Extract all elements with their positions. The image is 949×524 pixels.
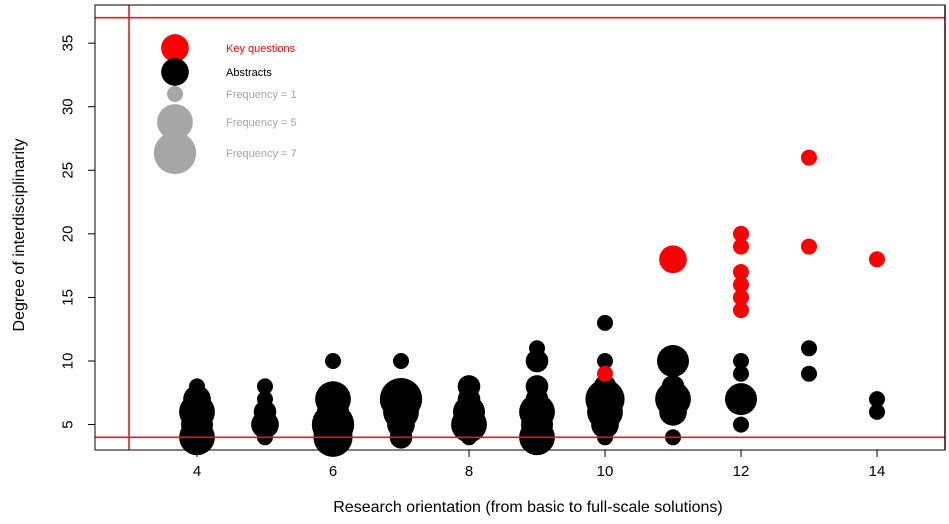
- legend-label-0: Key questions: [226, 43, 296, 55]
- key-question-point-1: [659, 245, 687, 274]
- key-question-point-0: [597, 365, 613, 382]
- legend-marker-1: [161, 58, 189, 86]
- abstract-point-29: [525, 375, 549, 398]
- abstract-point-7: [253, 400, 277, 424]
- key-question-point-7: [733, 225, 749, 242]
- legend-label-4: Frequency = 7: [226, 148, 297, 160]
- markers-layer: [179, 149, 885, 457]
- x-tick-label-4: 4: [193, 463, 201, 480]
- abstract-point-47: [733, 353, 749, 369]
- legend-marker-4: [153, 131, 197, 175]
- abstract-point-46: [733, 365, 749, 382]
- abstract-point-8: [257, 391, 273, 408]
- y-axis-title: Degree of interdisciplinarity: [11, 139, 28, 332]
- abstract-point-50: [869, 403, 885, 420]
- legend-marker-3: [157, 104, 193, 140]
- x-tick-label-12: 12: [733, 463, 750, 480]
- abstract-point-31: [529, 340, 545, 357]
- y-tick-label-10: 10: [60, 353, 77, 370]
- legend-label-3: Frequency = 5: [226, 117, 297, 129]
- key-question-point-5: [733, 264, 749, 280]
- y-axis: 5 10 15 20 25 30 35: [60, 35, 96, 429]
- x-tick-label-8: 8: [465, 463, 473, 480]
- abstract-point-45: [725, 383, 757, 416]
- y-tick-label-25: 25: [60, 162, 77, 179]
- abstract-point-42: [661, 375, 685, 398]
- x-tick-label-14: 14: [869, 463, 886, 480]
- reference-lines-layer: [95, 5, 946, 450]
- x-axis-title: Research orientation (from basic to full…: [333, 499, 723, 516]
- legend-label-1: Abstracts: [226, 67, 272, 79]
- key-question-point-8: [801, 238, 817, 255]
- plot-frame: [94, 4, 946, 451]
- x-tick-label-10: 10: [597, 463, 614, 480]
- key-question-point-6: [733, 238, 749, 255]
- y-tick-label-20: 20: [60, 226, 77, 243]
- legend: Key questions Abstracts Frequency = 1 Frequ…: [153, 34, 297, 175]
- abstract-point-19: [393, 353, 409, 369]
- key-question-point-2: [733, 302, 749, 319]
- legend-marker-0: [161, 34, 189, 62]
- abstract-point-13: [315, 381, 351, 418]
- abstract-point-4: [189, 378, 205, 395]
- abstract-point-43: [657, 345, 689, 377]
- abstract-point-9: [257, 378, 273, 395]
- y-tick-label-5: 5: [60, 420, 77, 428]
- abstract-point-18: [379, 377, 423, 421]
- abstract-point-30: [525, 349, 549, 373]
- legend-label-2: Frequency = 1: [226, 89, 297, 101]
- key-question-point-10: [869, 251, 885, 268]
- legend-marker-2: [167, 86, 183, 102]
- abstract-point-44: [733, 416, 749, 433]
- y-tick-label-30: 30: [60, 98, 77, 115]
- key-question-point-9: [801, 149, 817, 166]
- abstract-point-38: [597, 314, 613, 331]
- key-question-point-3: [733, 289, 749, 306]
- x-tick-label-6: 6: [329, 463, 337, 480]
- y-tick-label-35: 35: [60, 35, 77, 52]
- abstract-point-36: [593, 375, 617, 398]
- key-question-point-4: [733, 276, 749, 293]
- abstract-point-48: [801, 365, 817, 382]
- abstract-point-51: [869, 391, 885, 408]
- abstract-point-14: [325, 353, 341, 369]
- y-tick-label-15: 15: [60, 289, 77, 306]
- abstract-point-37: [597, 353, 613, 369]
- abstract-point-3: [183, 385, 211, 413]
- x-axis: 4 6 8 10 12 14: [193, 449, 886, 480]
- abstract-point-49: [801, 340, 817, 357]
- abstract-point-24: [457, 375, 481, 398]
